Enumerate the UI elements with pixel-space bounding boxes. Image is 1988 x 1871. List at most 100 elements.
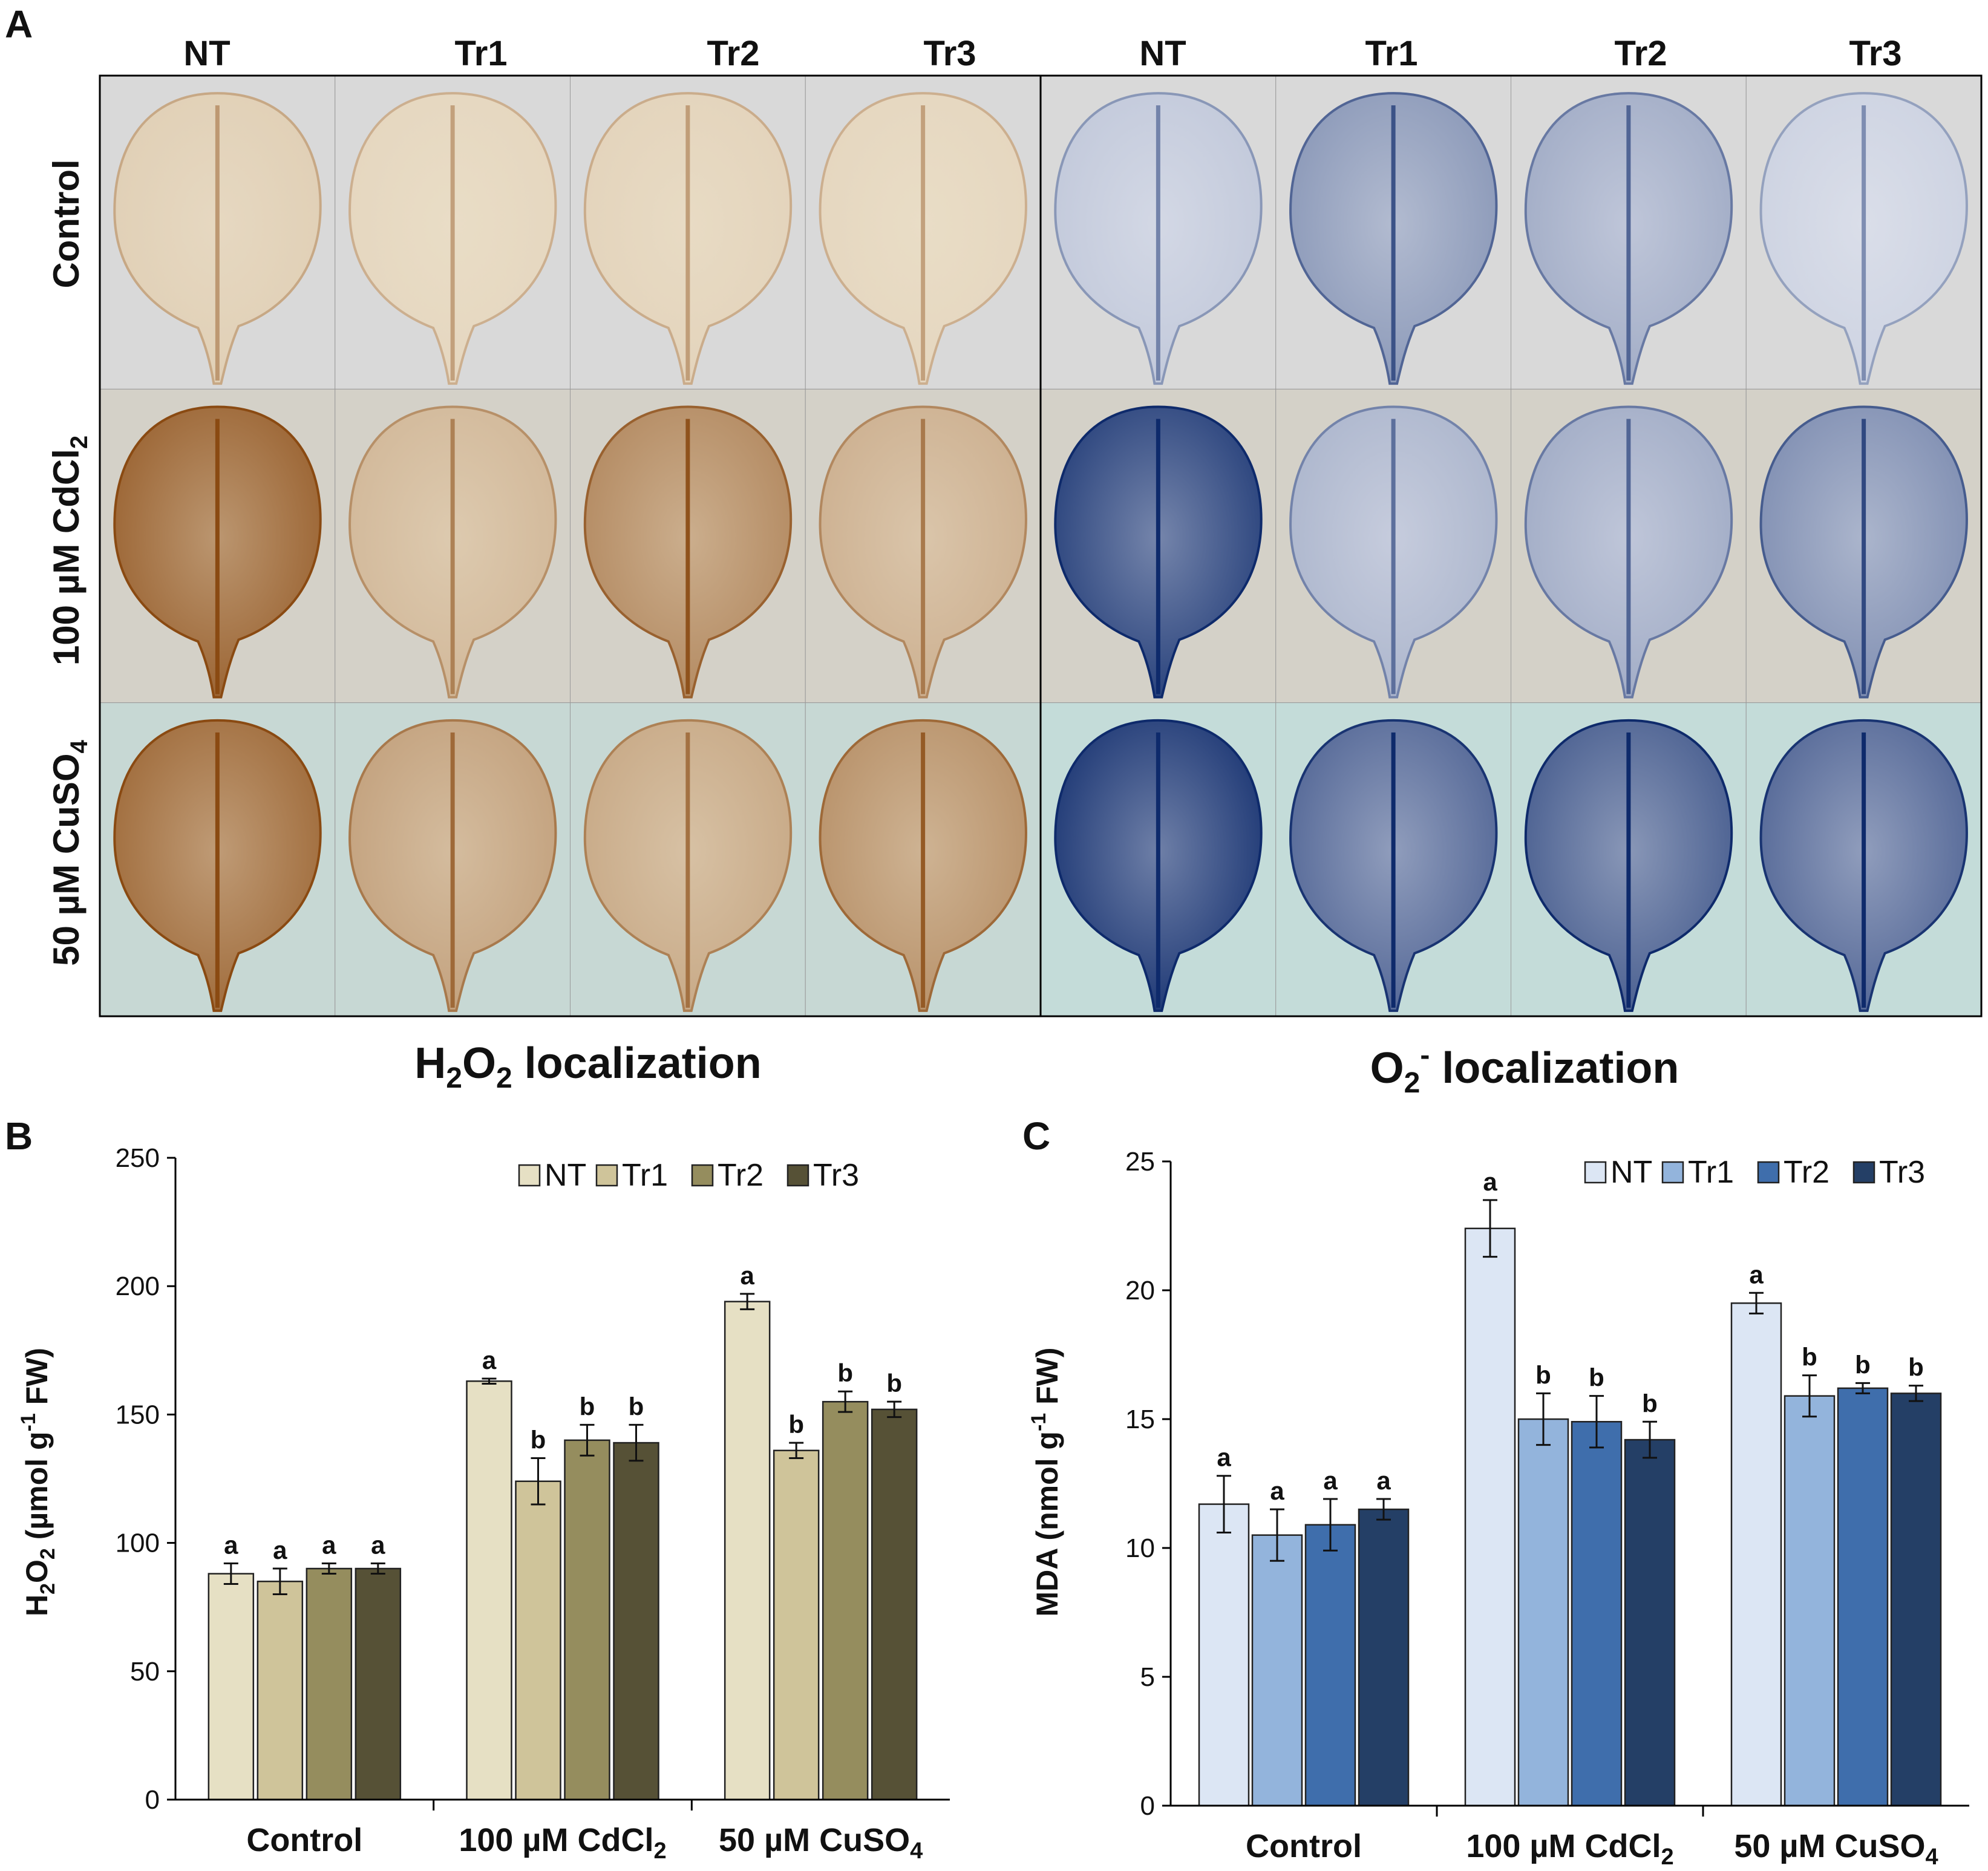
bar-tr1 xyxy=(1784,1395,1836,1807)
panel-c-bars: a a a a a b b b a b b b xyxy=(1198,1167,1942,1807)
significance-letter: a xyxy=(1376,1466,1391,1495)
y-tick-label: 15 xyxy=(1125,1405,1155,1434)
panel-c-axes xyxy=(1169,1161,1969,1817)
significance-letter: b xyxy=(1535,1360,1551,1389)
panel-c-legend: NT Tr1 Tr2 Tr3 xyxy=(1584,1155,1925,1190)
bar-nt xyxy=(208,1573,255,1801)
panel-a-letter: A xyxy=(5,2,33,46)
bar-tr3 xyxy=(1624,1438,1676,1807)
legend-label-tr3: Tr3 xyxy=(1879,1155,1925,1190)
bar-tr3 xyxy=(1890,1393,1942,1807)
significance-letter: a xyxy=(273,1536,287,1564)
panel-c-categories: Control 100 µM CdCl2 50 µM CuSO4 xyxy=(1246,1828,1938,1870)
bar-nt xyxy=(1464,1227,1516,1807)
category-label: Control xyxy=(1246,1828,1362,1864)
bar-tr3 xyxy=(1358,1508,1410,1807)
legend-label-nt: NT xyxy=(1610,1155,1652,1190)
significance-letter: b xyxy=(1642,1389,1658,1417)
col-header-h2o2-tr2: Tr2 xyxy=(707,34,759,73)
legend-label-tr2: Tr2 xyxy=(1784,1155,1829,1190)
panel-b-categories: Control 100 µM CdCl2 50 µM CuSO4 xyxy=(246,1822,923,1864)
significance-letter: b xyxy=(1908,1353,1924,1382)
significance-letter: a xyxy=(1483,1167,1497,1196)
col-header-o2-tr1: Tr1 xyxy=(1365,34,1417,73)
col-header-h2o2-nt: NT xyxy=(183,34,230,73)
panel-b-bars: a a a a a b b b a b b b xyxy=(208,1261,918,1801)
col-header-o2-nt: NT xyxy=(1139,34,1186,73)
y-tick-label: 0 xyxy=(1140,1791,1155,1821)
legend-swatch-tr2 xyxy=(691,1164,714,1187)
legend-label-nt: NT xyxy=(544,1158,586,1193)
y-tick-label: 200 xyxy=(116,1272,160,1301)
y-tick-label: 50 xyxy=(130,1657,160,1687)
significance-letter: a xyxy=(1323,1466,1338,1495)
h2o2-localization-caption: H2O2 localization xyxy=(414,1039,762,1094)
o2-grid-frame xyxy=(1039,74,1983,1017)
significance-letter: b xyxy=(531,1426,546,1454)
y-tick-label: 0 xyxy=(145,1785,160,1815)
legend-swatch-tr3 xyxy=(1852,1161,1875,1184)
legend-label-tr3: Tr3 xyxy=(813,1158,859,1193)
y-tick-label: 5 xyxy=(1140,1662,1155,1692)
bar-tr1 xyxy=(1251,1534,1303,1807)
bar-tr1 xyxy=(257,1581,304,1801)
col-header-h2o2-tr3: Tr3 xyxy=(923,34,976,73)
column-headers: NT Tr1 Tr2 Tr3 NT Tr1 Tr2 Tr3 xyxy=(183,34,1901,73)
legend-swatch-tr1 xyxy=(1661,1161,1684,1184)
panel-b-y-ticks: 0 50 100 150 200 250 xyxy=(116,1143,175,1815)
category-label: 50 µM CuSO4 xyxy=(1734,1828,1938,1870)
significance-letter: b xyxy=(837,1359,853,1387)
legend-swatch-tr1 xyxy=(595,1164,618,1187)
o2-localization-caption: O2- localization xyxy=(1370,1039,1679,1099)
row-label-cuso4: 50 µM CuSO4 xyxy=(46,739,93,965)
significance-letter: a xyxy=(322,1531,336,1559)
significance-letter: a xyxy=(1749,1260,1764,1288)
bar-tr3 xyxy=(613,1442,659,1801)
significance-letter: b xyxy=(1802,1343,1817,1371)
y-tick-label: 150 xyxy=(116,1400,160,1429)
bar-tr2 xyxy=(822,1400,869,1801)
significance-letter: a xyxy=(371,1531,385,1559)
bar-nt xyxy=(1730,1302,1782,1807)
panel-c-y-ticks: 0 5 10 15 20 25 xyxy=(1125,1147,1171,1821)
legend-swatch-tr3 xyxy=(786,1164,809,1187)
bar-tr1 xyxy=(773,1449,820,1801)
bar-tr3 xyxy=(355,1567,402,1801)
panel-b-chart: B H2O2 (µmol g-1 FW) 0 50 100 150 200 250 a a a… xyxy=(5,1114,950,1864)
bar-nt xyxy=(466,1380,512,1801)
category-label: 50 µM CuSO4 xyxy=(719,1822,923,1864)
significance-letter: a xyxy=(740,1261,754,1290)
significance-letter: a xyxy=(224,1531,238,1559)
panel-c-letter: C xyxy=(1022,1114,1050,1158)
y-tick-label: 250 xyxy=(116,1143,160,1173)
y-tick-label: 100 xyxy=(116,1529,160,1558)
panel-c-y-axis-label: MDA (nmol g-1 FW) xyxy=(1027,1348,1064,1617)
legend-swatch-nt xyxy=(518,1164,541,1187)
bar-tr2 xyxy=(1571,1421,1623,1807)
bar-nt xyxy=(724,1301,771,1801)
legend-swatch-tr2 xyxy=(1757,1161,1780,1184)
legend-label-tr1: Tr1 xyxy=(622,1158,668,1193)
significance-letter: a xyxy=(482,1346,497,1374)
bar-tr2 xyxy=(1304,1524,1356,1807)
o2-photo-grid xyxy=(1040,75,1982,1017)
col-header-o2-tr2: Tr2 xyxy=(1614,34,1667,73)
y-tick-label: 10 xyxy=(1125,1533,1155,1563)
panel-b-legend: NT Tr1 Tr2 Tr3 xyxy=(518,1158,859,1193)
category-label: 100 µM CdCl2 xyxy=(1466,1828,1673,1870)
category-label: 100 µM CdCl2 xyxy=(459,1822,666,1864)
row-label-control: Control xyxy=(46,159,87,288)
significance-letter: b xyxy=(788,1410,804,1438)
bar-nt xyxy=(1198,1503,1250,1807)
panel-b-axes xyxy=(174,1158,950,1811)
panel-b-y-axis-label: H2O2 (µmol g-1 FW) xyxy=(17,1348,59,1616)
h2o2-photo-grid xyxy=(99,75,1041,1017)
significance-letter: b xyxy=(629,1392,644,1420)
significance-letter: b xyxy=(1589,1363,1604,1392)
panel-a: A NT Tr1 Tr2 Tr3 NT Tr1 Tr2 Tr3 Control … xyxy=(5,2,1983,1099)
row-labels: Control 100 µM CdCl2 50 µM CuSO4 xyxy=(46,159,93,965)
col-header-o2-tr3: Tr3 xyxy=(1849,34,1901,73)
panel-b-letter: B xyxy=(5,1114,33,1158)
bar-tr2 xyxy=(1837,1387,1889,1807)
